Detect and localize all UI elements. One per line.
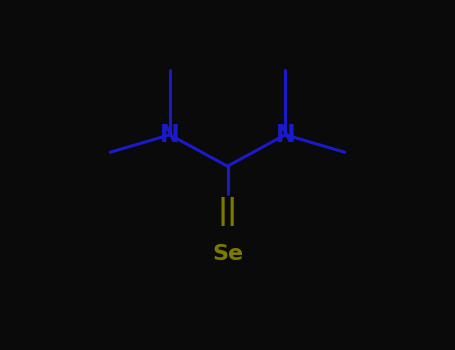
Text: N: N: [275, 123, 295, 147]
Text: Se: Se: [212, 244, 243, 264]
Text: N: N: [160, 123, 180, 147]
Text: ||: ||: [217, 197, 238, 226]
